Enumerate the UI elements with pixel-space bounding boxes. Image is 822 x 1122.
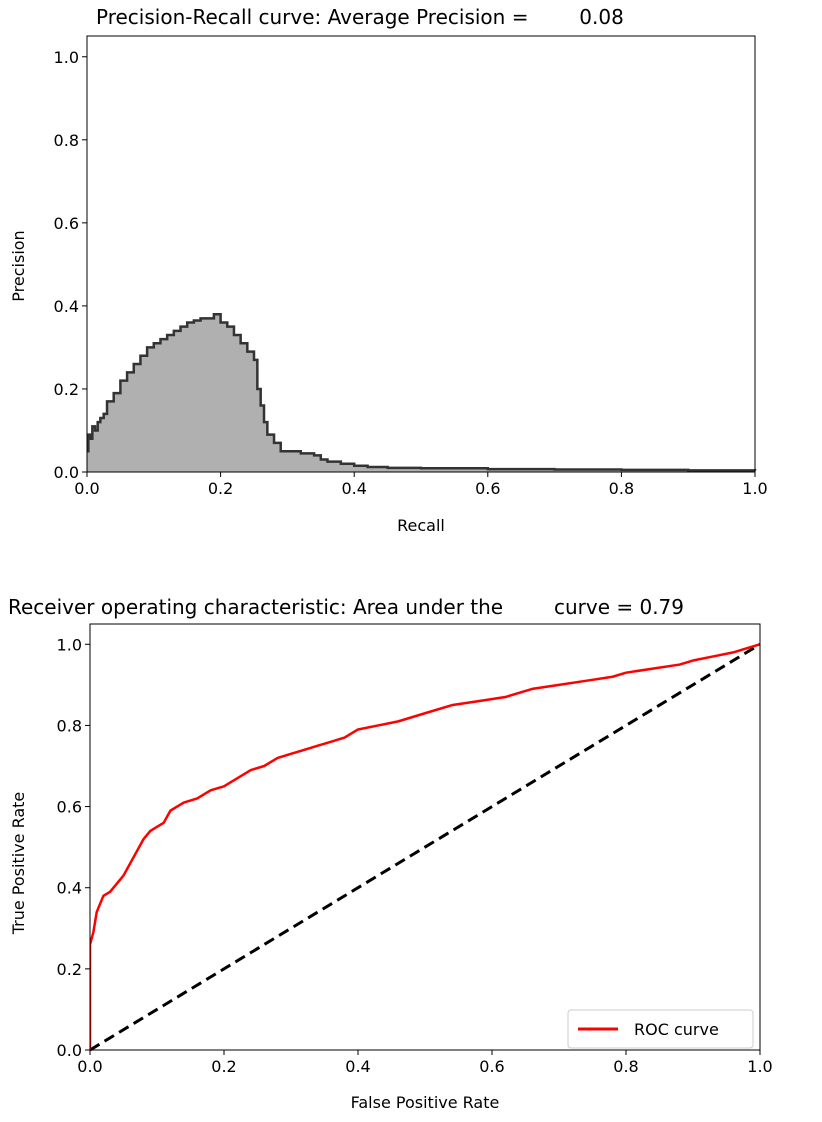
precision-recall-chart: Precision-Recall curve: Average Precisio… <box>9 5 768 535</box>
pr-x-tick-label: 0.6 <box>475 479 500 498</box>
roc-x-tick-label: 1.0 <box>747 1057 772 1076</box>
roc-legend-box <box>567 1009 754 1049</box>
roc-y-tick-label: 1.0 <box>57 635 82 654</box>
roc-y-tick-label: 0.0 <box>57 1041 82 1060</box>
roc-y-axis-label: True Positive Rate <box>9 792 28 936</box>
pr-x-tick-label: 0.0 <box>74 479 99 498</box>
pr-y-tick-label: 1.0 <box>54 48 79 67</box>
roc-x-axis: 0.0 0.2 0.4 0.6 0.8 1.0 <box>77 1050 773 1076</box>
pr-area-fill <box>87 314 755 472</box>
roc-y-tick-label: 0.2 <box>57 960 82 979</box>
pr-plot-frame <box>86 35 756 473</box>
pr-y-axis-label: Precision <box>9 230 28 301</box>
roc-chance-diagonal <box>89 643 761 1052</box>
pr-x-axis-label: Recall <box>397 516 445 535</box>
pr-x-tick-label: 1.0 <box>742 479 767 498</box>
roc-legend-label: ROC curve <box>634 1020 719 1039</box>
roc-chart: Receiver operating characteristic: Area … <box>8 595 773 1112</box>
roc-plot-area <box>89 623 761 1052</box>
roc-x-axis-label: False Positive Rate <box>351 1093 500 1112</box>
pr-curve-line <box>87 312 757 472</box>
pr-y-tick-label: 0.6 <box>54 214 79 233</box>
pr-y-tick-label: 0.4 <box>54 297 79 316</box>
pr-x-tick-label: 0.2 <box>208 479 233 498</box>
roc-y-axis: 0.0 0.2 0.4 0.6 0.8 1.0 <box>57 635 90 1060</box>
roc-y-tick-label: 0.8 <box>57 716 82 735</box>
roc-x-tick-label: 0.4 <box>345 1057 370 1076</box>
roc-x-tick-label: 0.6 <box>479 1057 504 1076</box>
pr-y-axis: 0.0 0.2 0.4 0.6 0.8 1.0 <box>54 48 87 482</box>
roc-curve-line <box>90 643 760 1050</box>
pr-x-tick-label: 0.8 <box>609 479 634 498</box>
pr-x-axis: 0.0 0.2 0.4 0.6 0.8 1.0 <box>74 472 768 498</box>
roc-x-tick-label: 0.2 <box>211 1057 236 1076</box>
roc-x-tick-label: 0.0 <box>77 1057 102 1076</box>
roc-y-tick-label: 0.4 <box>57 879 82 898</box>
pr-plot-area <box>86 35 757 473</box>
roc-plot-frame <box>89 623 761 1051</box>
pr-y-tick-label: 0.2 <box>54 380 79 399</box>
pr-y-tick-label: 0.8 <box>54 131 79 150</box>
pr-y-tick-label: 0.0 <box>54 463 79 482</box>
roc-legend: ROC curve <box>567 1009 754 1049</box>
pr-chart-title: Precision-Recall curve: Average Precisio… <box>96 5 624 29</box>
roc-chart-title: Receiver operating characteristic: Area … <box>8 595 684 619</box>
roc-x-tick-label: 0.8 <box>613 1057 638 1076</box>
roc-y-tick-label: 0.6 <box>57 798 82 817</box>
pr-x-tick-label: 0.4 <box>341 479 366 498</box>
